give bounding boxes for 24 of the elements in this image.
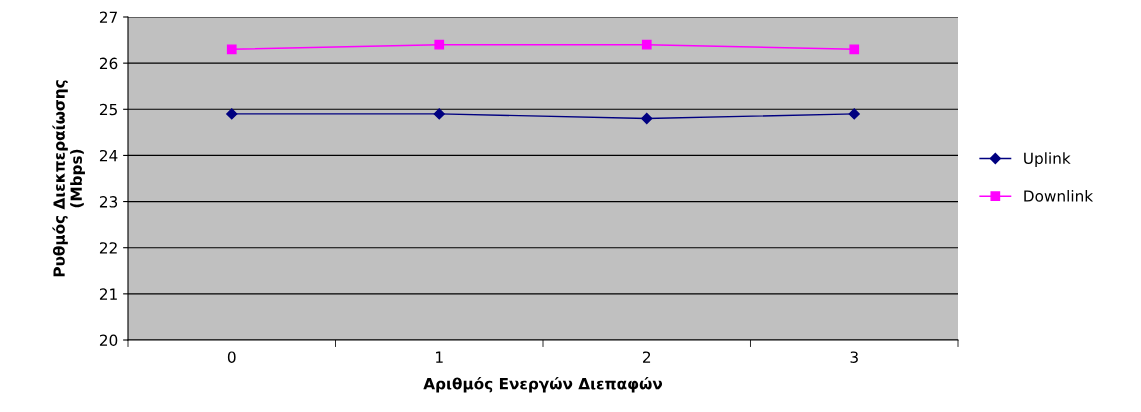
point [641,112,653,125]
y-tick-label: 23 [99,196,118,208]
x-tick-label: 3 [850,351,858,363]
point [226,108,238,120]
point [434,39,445,50]
x-tick-label: 0 [227,351,236,363]
y-tick-label: 26 [99,57,118,70]
x-tick-label: 2 [643,351,651,363]
x-axis-title: Αριθμός Ενεργών Διεπαφών [423,377,663,393]
point [848,108,860,120]
y-axis-title: Ρυθμός Διεκπεραίωσης (Mbps) [52,80,85,277]
y-tick-label: 20 [99,334,118,347]
point [641,39,652,50]
y-tick-label: 24 [99,149,118,162]
y-tick-label: 21 [99,288,117,300]
y-tick-label: 22 [99,242,117,254]
y-tick-label: 25 [99,103,117,116]
y-tick-label: 27 [99,11,117,23]
legend-label: Uplink [1024,152,1071,168]
x-tick-label: 1 [436,351,443,363]
point [433,108,445,120]
legend-label: Downlink [1024,189,1094,202]
point [849,44,860,55]
point [226,44,237,55]
